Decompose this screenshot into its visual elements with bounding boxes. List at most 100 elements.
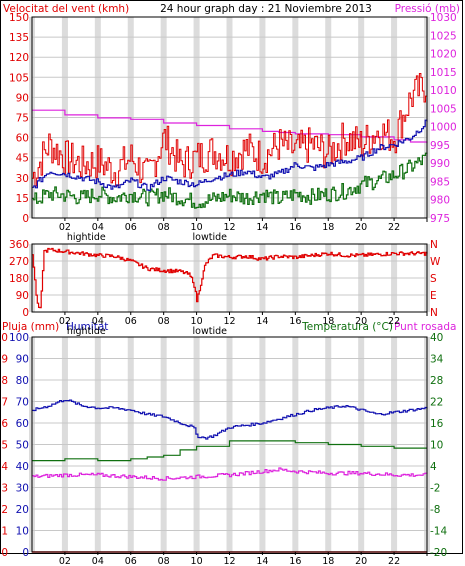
temperature-tick-label: 10 <box>430 440 443 452</box>
x-tick-label: 10 <box>191 556 203 566</box>
wind-tick-label: 90 <box>16 92 29 104</box>
rain-tick-label: 8 <box>1 375 8 387</box>
pressure-tick-label: 1010 <box>430 85 457 97</box>
x-tick-label: 22 <box>388 316 400 327</box>
x-tick-label: 02 <box>59 316 71 327</box>
graph-title: 24 hour graph day : 21 Noviembre 2013 <box>160 3 372 15</box>
humidity-axis-label: Humitat <box>66 321 108 333</box>
x-tick-label: 12 <box>223 556 235 566</box>
rain-tick-label: 9 <box>1 354 8 366</box>
x-tick-label: 02 <box>59 556 71 566</box>
x-tick-label: 04 <box>92 316 104 327</box>
x-tick-label: 08 <box>158 222 170 233</box>
pressure-line <box>32 109 428 144</box>
pressure-tick-label: 980 <box>430 195 450 207</box>
wind-gust-line <box>32 73 428 187</box>
rain-tick-label: 6 <box>1 418 8 430</box>
temperature-tick-label: -14 <box>430 526 447 538</box>
x-tick-label: 18 <box>322 556 334 566</box>
pressure-tick-label: 995 <box>430 140 450 152</box>
wind-average-line <box>32 119 428 192</box>
temperature-tick-label: 28 <box>430 375 443 387</box>
humidity-tick-label: 40 <box>16 461 29 473</box>
x-tick-label: 10 <box>191 316 203 327</box>
humidity-tick-label: 100 <box>9 332 29 344</box>
x-tick-label: 18 <box>322 316 334 327</box>
humidity-line <box>32 399 428 440</box>
x-tick-label: 16 <box>289 316 301 327</box>
x-tick-label: 12 <box>223 316 235 327</box>
x-tick-label: 12 <box>223 222 235 233</box>
rain-tick-label: 2 <box>1 504 8 516</box>
wind-low-line <box>32 152 428 209</box>
x-tick-label: 16 <box>289 556 301 566</box>
x-tick-label: 04 <box>92 556 104 566</box>
pressure-axis-label: Pressió (mb) <box>395 3 460 15</box>
x-tick-label: 16 <box>289 222 301 233</box>
temperature-tick-label: 40 <box>430 332 443 344</box>
temperature-tick-label: -20 <box>430 547 447 559</box>
x-tick-label: 08 <box>158 556 170 566</box>
compass-tick-label: S <box>430 273 437 285</box>
dewpoint-line <box>32 467 428 481</box>
x-tick-label: 02 <box>59 222 71 233</box>
humidity-tick-label: 0 <box>22 547 29 559</box>
temperature-tick-label: -2 <box>430 483 440 495</box>
x-tick-label: 14 <box>256 556 268 566</box>
rain-tick-label: 0 <box>1 547 8 559</box>
rain-tick-label: 4 <box>1 461 8 473</box>
wind-tick-label: 15 <box>16 193 29 205</box>
humidity-tick-label: 20 <box>16 504 29 516</box>
wind-tick-label: 120 <box>9 52 29 64</box>
tide-label: lowtide <box>193 326 228 337</box>
compass-tick-label: E <box>430 290 437 302</box>
x-tick-label: 06 <box>125 222 137 233</box>
wind-tick-label: 75 <box>16 113 29 125</box>
direction-tick-label: 0 <box>22 307 29 319</box>
x-tick-label: 20 <box>355 556 367 566</box>
x-tick-label: 06 <box>125 556 137 566</box>
pressure-tick-label: 990 <box>430 158 450 170</box>
pressure-tick-label: 1005 <box>430 103 457 115</box>
rain-tick-label: 1 <box>1 526 8 538</box>
x-tick-label: 22 <box>388 222 400 233</box>
wind-tick-label: 0 <box>22 213 29 225</box>
temperature-tick-label: 34 <box>430 354 444 366</box>
x-tick-label: 04 <box>92 222 104 233</box>
humidity-tick-label: 10 <box>16 526 29 538</box>
pressure-tick-label: 975 <box>430 213 450 225</box>
dewpoint-axis-label: Punt rosada <box>394 321 456 333</box>
x-tick-label: 14 <box>256 316 268 327</box>
rain-tick-label: 5 <box>1 440 8 452</box>
humidity-tick-label: 80 <box>16 375 29 387</box>
humidity-tick-label: 50 <box>16 440 29 452</box>
pressure-tick-label: 985 <box>430 176 450 188</box>
temperature-tick-label: -8 <box>430 504 440 516</box>
temperature-tick-label: 4 <box>430 461 437 473</box>
direction-tick-label: 360 <box>9 239 29 251</box>
temperature-tick-label: 16 <box>430 418 444 430</box>
x-tick-label: 20 <box>355 222 367 233</box>
wind-tick-label: 105 <box>9 72 29 84</box>
wind-tick-label: 150 <box>9 12 29 24</box>
humidity-tick-label: 70 <box>16 397 29 409</box>
rain-tick-label: 7 <box>1 397 8 409</box>
direction-tick-label: 180 <box>9 273 29 285</box>
wind-axis-label: Velocitat del vent (kmh) <box>3 3 129 15</box>
temperature-line <box>32 440 427 462</box>
humidity-tick-label: 60 <box>16 418 29 430</box>
humidity-tick-label: 30 <box>16 483 29 495</box>
pressure-tick-label: 1015 <box>430 67 457 79</box>
x-tick-label: 20 <box>355 316 367 327</box>
rain-tick-label: 3 <box>1 483 8 495</box>
x-tick-label: 08 <box>158 316 170 327</box>
direction-tick-label: 270 <box>9 256 29 268</box>
x-tick-label: 22 <box>388 556 400 566</box>
tide-label: hightide <box>67 232 106 243</box>
pressure-tick-label: 1025 <box>430 30 457 42</box>
temperature-axis-label: Temperatura (°C) <box>301 321 393 333</box>
wind-tick-label: 30 <box>16 173 29 185</box>
rain-tick-label: 10 <box>0 332 8 344</box>
rain-axis-label: Pluja (mm) <box>2 321 59 333</box>
x-tick-label: 10 <box>191 222 203 233</box>
